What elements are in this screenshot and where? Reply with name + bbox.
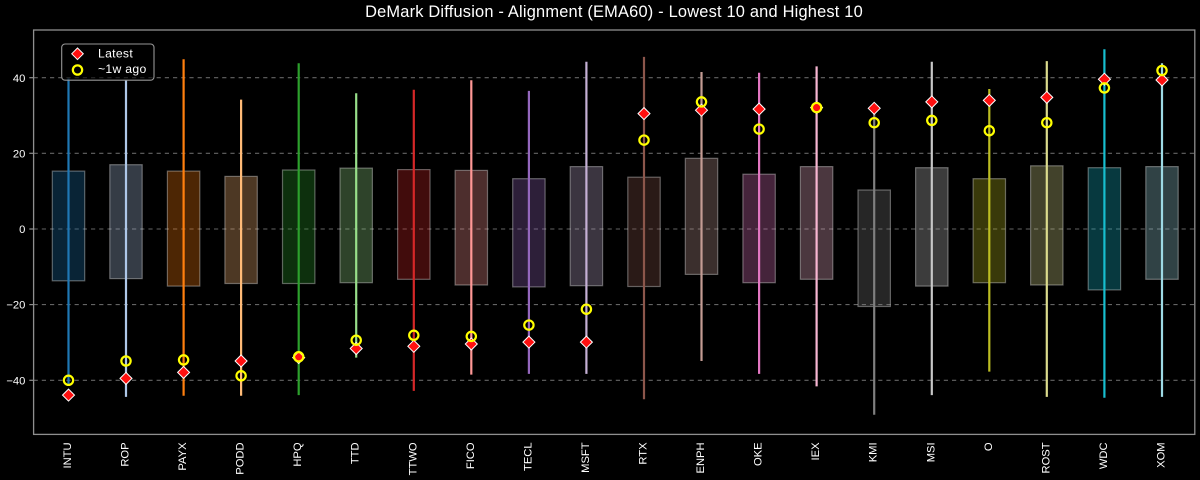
- svg-text:ROP: ROP: [120, 442, 132, 466]
- svg-text:HPQ: HPQ: [292, 442, 304, 467]
- svg-text:RTX: RTX: [638, 442, 650, 465]
- svg-text:0: 0: [19, 224, 25, 236]
- svg-text:ROST: ROST: [1040, 442, 1052, 473]
- svg-text:KMI: KMI: [868, 442, 880, 462]
- svg-text:XOM: XOM: [1156, 442, 1168, 467]
- svg-text:O: O: [983, 442, 995, 451]
- svg-text:20: 20: [13, 148, 25, 160]
- svg-text:PODD: PODD: [235, 442, 247, 474]
- svg-text:−40: −40: [6, 375, 25, 387]
- svg-text:FICO: FICO: [465, 442, 477, 469]
- svg-text:PAYX: PAYX: [177, 442, 189, 471]
- svg-text:ENPH: ENPH: [695, 442, 707, 473]
- svg-text:WDC: WDC: [1098, 442, 1110, 469]
- svg-text:INTU: INTU: [62, 442, 74, 468]
- svg-text:40: 40: [13, 73, 25, 85]
- svg-text:Latest: Latest: [98, 46, 133, 60]
- svg-text:TTWO: TTWO: [407, 442, 419, 475]
- svg-text:MSFT: MSFT: [580, 442, 592, 473]
- svg-text:~1w ago: ~1w ago: [98, 62, 147, 76]
- svg-text:DeMark Diffusion - Alignment (: DeMark Diffusion - Alignment (EMA60) - L…: [365, 3, 863, 21]
- svg-text:OKE: OKE: [753, 442, 765, 466]
- svg-text:−20: −20: [6, 300, 25, 312]
- svg-text:IEX: IEX: [810, 442, 822, 461]
- svg-text:MSI: MSI: [925, 442, 937, 462]
- svg-text:TECL: TECL: [522, 442, 534, 471]
- svg-text:TTD: TTD: [350, 442, 362, 464]
